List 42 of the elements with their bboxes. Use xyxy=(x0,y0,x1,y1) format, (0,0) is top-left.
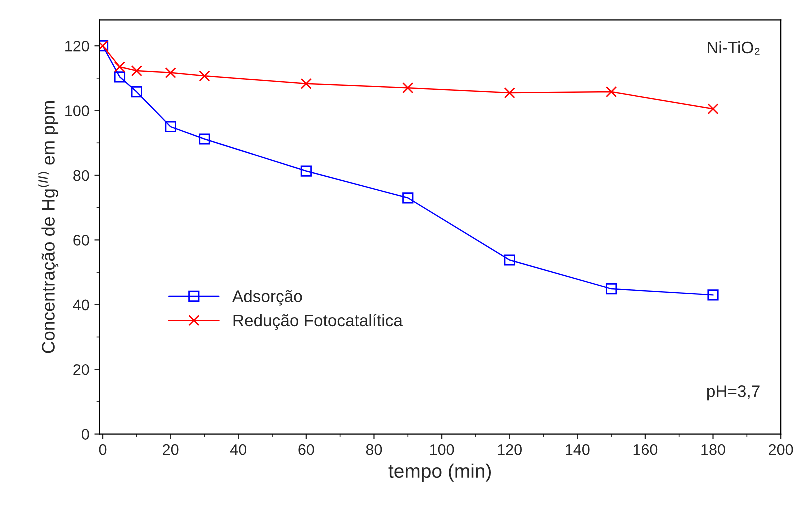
point xyxy=(402,192,414,204)
y-tick-label: 20 xyxy=(74,364,90,376)
point xyxy=(131,65,142,77)
x-tick-label: 160 xyxy=(634,444,658,456)
point xyxy=(402,82,414,94)
point xyxy=(114,62,126,73)
annotation: pH=3,7 xyxy=(707,386,760,401)
point xyxy=(199,70,210,82)
annotation: Ni-TiO₂ xyxy=(708,41,760,55)
point xyxy=(199,134,210,145)
point xyxy=(300,166,312,177)
x-tick-label: 60 xyxy=(298,444,314,456)
x-tick-label: 80 xyxy=(366,444,382,456)
y-tick-label: 80 xyxy=(74,170,90,182)
x-tick-label: 140 xyxy=(566,444,590,456)
point xyxy=(300,78,312,90)
x-tick-label: 120 xyxy=(498,444,522,456)
point xyxy=(165,121,176,133)
point xyxy=(114,72,126,83)
x-tick-label: 200 xyxy=(769,444,794,456)
point xyxy=(165,67,176,78)
x-tick-label: 0 xyxy=(99,444,107,456)
point xyxy=(708,104,719,115)
point xyxy=(708,290,719,301)
x-tick-label: 180 xyxy=(702,444,726,456)
x-tick-label: 100 xyxy=(430,444,454,456)
legend-label: Adsorção xyxy=(232,290,302,306)
y-axis-title: Concentração de Hg$^{(II)}$ em ppm xyxy=(38,102,59,354)
point xyxy=(504,87,516,99)
y-tick-label: 120 xyxy=(66,40,90,52)
point xyxy=(504,254,516,266)
point xyxy=(606,283,618,295)
legend-label: Redução Fotocatalítica xyxy=(234,314,403,330)
y-tick-label: 40 xyxy=(73,300,90,311)
y-tick-label: 60 xyxy=(74,235,90,246)
y-tick-label: 100 xyxy=(66,106,90,116)
y-tick-label: 0 xyxy=(82,429,90,440)
x-tick-label: 20 xyxy=(163,444,179,456)
point xyxy=(131,86,142,98)
x-axis-title: tempo (min) xyxy=(388,464,491,482)
x-tick-label: 40 xyxy=(230,444,247,456)
point xyxy=(606,86,618,98)
